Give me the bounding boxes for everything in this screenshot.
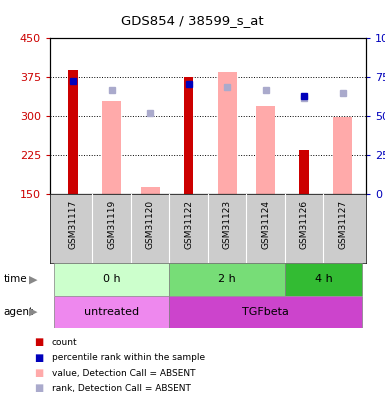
Bar	[285, 263, 362, 296]
Text: GSM31126: GSM31126	[300, 200, 309, 249]
Text: GSM31127: GSM31127	[338, 200, 347, 249]
Text: rank, Detection Call = ABSENT: rank, Detection Call = ABSENT	[52, 384, 191, 393]
Bar	[184, 77, 194, 194]
Bar	[54, 296, 169, 328]
Text: ■: ■	[34, 384, 43, 393]
Text: GSM31117: GSM31117	[69, 200, 78, 249]
Text: GSM31123: GSM31123	[223, 200, 232, 249]
Text: 0 h: 0 h	[103, 275, 121, 284]
Bar	[333, 117, 352, 194]
Text: TGFbeta: TGFbeta	[242, 307, 289, 317]
Text: time: time	[4, 275, 27, 284]
Text: percentile rank within the sample: percentile rank within the sample	[52, 353, 205, 362]
Text: GSM31120: GSM31120	[146, 200, 155, 249]
Bar	[54, 263, 169, 296]
Bar	[169, 296, 362, 328]
Text: 4 h: 4 h	[315, 275, 332, 284]
Text: GSM31122: GSM31122	[184, 200, 193, 249]
Text: GSM31119: GSM31119	[107, 200, 116, 249]
Text: agent: agent	[4, 307, 34, 317]
Bar	[256, 106, 275, 194]
Text: count: count	[52, 338, 78, 347]
Text: 2 h: 2 h	[218, 275, 236, 284]
Text: ■: ■	[34, 353, 43, 362]
Bar	[218, 72, 237, 194]
Text: ■: ■	[34, 337, 43, 347]
Bar	[141, 187, 160, 194]
Bar	[169, 263, 285, 296]
Bar	[300, 150, 309, 194]
Text: GSM31124: GSM31124	[261, 200, 270, 249]
Bar	[102, 101, 121, 194]
Text: ■: ■	[34, 368, 43, 378]
Text: value, Detection Call = ABSENT: value, Detection Call = ABSENT	[52, 369, 196, 377]
Text: GDS854 / 38599_s_at: GDS854 / 38599_s_at	[121, 14, 264, 27]
Text: ▶: ▶	[28, 307, 37, 317]
Bar	[69, 70, 78, 194]
Text: untreated: untreated	[84, 307, 139, 317]
Text: ▶: ▶	[28, 275, 37, 284]
